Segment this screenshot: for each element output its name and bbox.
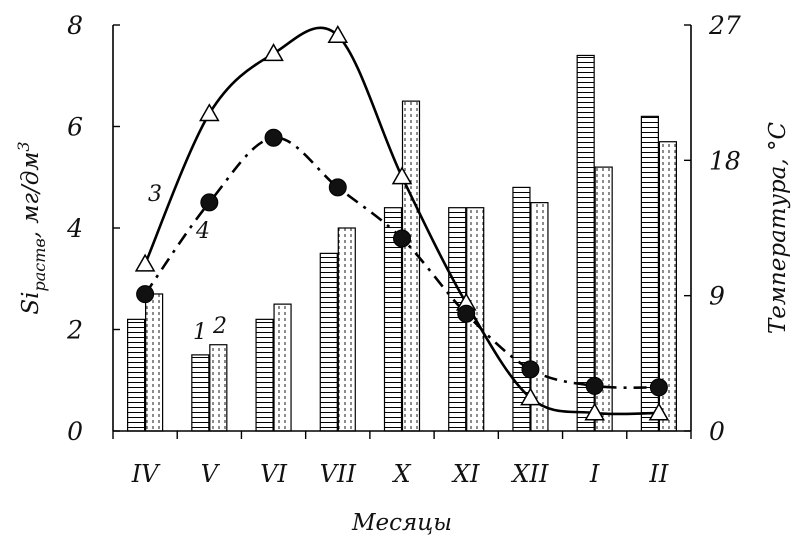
marker-series-4-V <box>200 193 219 212</box>
category-label-IV: IV <box>131 460 161 488</box>
left-tick-label-4: 4 <box>66 214 83 243</box>
bar-series-2-IV <box>145 293 164 432</box>
bar-series-1-VI <box>255 318 274 432</box>
left-axis-title: Siраств, мг/дм3 <box>14 141 49 314</box>
marker-series-4-I <box>585 376 604 395</box>
line-series-3 <box>143 26 659 416</box>
marker-series-3-XII <box>520 387 541 406</box>
marker-series-3-VII <box>327 25 349 44</box>
category-label-VII: VII <box>320 460 357 488</box>
left-tick-label-8: 8 <box>67 11 83 40</box>
bar-series-1-I <box>576 54 595 432</box>
category-label-II: II <box>648 460 668 488</box>
category-label-XI: XI <box>451 460 480 488</box>
left-tick-label-2: 2 <box>66 316 83 345</box>
marker-series-3-II <box>648 402 670 421</box>
right-tick-label-27: 27 <box>708 11 741 40</box>
left-tick-label-0: 0 <box>67 417 83 446</box>
marker-series-4-XII <box>521 360 540 379</box>
right-tick-label-0: 0 <box>709 417 725 446</box>
category-label-VI: VI <box>260 460 287 488</box>
marker-series-3-IV <box>134 253 156 272</box>
series-tag-1: 1 <box>193 320 207 345</box>
marker-series-3-X <box>391 166 413 185</box>
marker-series-4-VII <box>328 178 347 197</box>
marker-series-3-I <box>584 402 605 421</box>
marker-series-4-XI <box>457 304 476 323</box>
bar-series-1-IV <box>127 318 146 432</box>
series-tag-2: 2 <box>212 314 227 339</box>
x-axis-title: Месяцы <box>351 510 452 535</box>
right-tick-label-18: 18 <box>709 146 741 175</box>
left-tick-label-6: 6 <box>67 113 83 142</box>
axes-layer <box>112 24 692 439</box>
bar-series-2-X <box>401 100 421 432</box>
bar-series-1-V <box>191 354 210 432</box>
marker-series-4-IV <box>136 285 155 304</box>
bar-series-2-V <box>209 344 228 432</box>
category-label-XII: XII <box>510 460 549 488</box>
bars-layer <box>127 54 677 432</box>
category-label-I: I <box>589 460 600 488</box>
marker-series-3-VI <box>263 43 284 62</box>
category-label-X: X <box>391 460 411 488</box>
series-tag-3: 3 <box>148 182 162 207</box>
category-label-V: V <box>201 460 221 488</box>
bar-series-2-VII <box>337 227 356 432</box>
bar-series-1-VII <box>319 252 338 432</box>
marker-series-4-X <box>393 229 411 248</box>
right-tick-label-9: 9 <box>709 282 725 311</box>
lines-layer <box>134 25 670 421</box>
marker-series-3-V <box>199 103 220 122</box>
bar-series-2-VI <box>273 303 292 432</box>
marker-series-4-VI <box>264 128 283 147</box>
marker-series-4-II <box>649 378 668 397</box>
series-tag-4: 4 <box>195 219 210 244</box>
right-axis-title: Температура, °С <box>765 122 791 335</box>
